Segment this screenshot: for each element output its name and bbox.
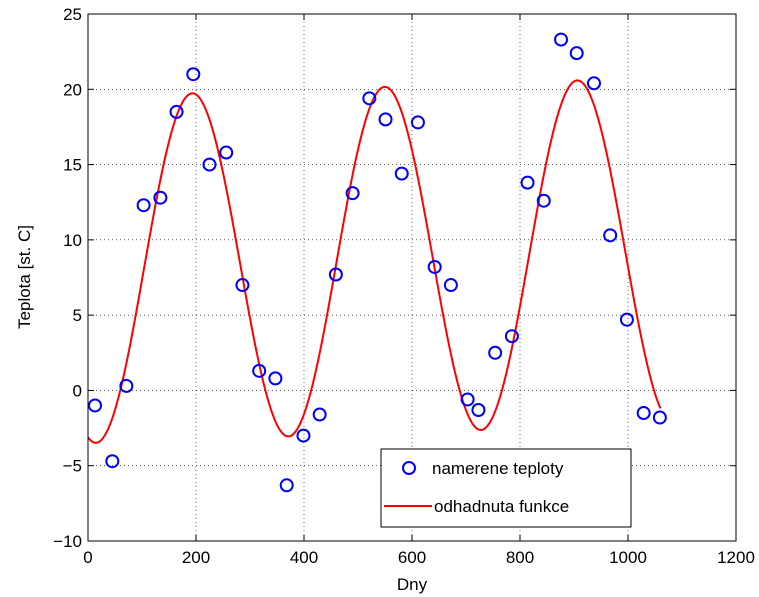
data-point-marker — [153, 190, 168, 205]
data-point-marker — [378, 112, 393, 127]
fitted-curve-layer — [87, 79, 662, 444]
legend-label-measured: namerene teploty — [432, 459, 564, 478]
data-point-marker — [169, 104, 184, 119]
y-tick-label: 0 — [73, 381, 82, 400]
data-point-marker — [235, 278, 250, 293]
x-tick-label: 200 — [182, 548, 210, 567]
x-tick-label: 1200 — [717, 548, 755, 567]
x-tick-label: 800 — [506, 548, 534, 567]
data-point-marker — [312, 407, 327, 422]
data-point-marker — [328, 267, 343, 282]
data-point-marker — [520, 175, 535, 190]
plot-frame — [87, 13, 737, 542]
data-point-marker — [362, 91, 377, 106]
data-point-marker — [136, 198, 151, 213]
y-tick-labels: −10 −5 0 5 10 15 20 25 — [53, 5, 82, 551]
x-tick-labels: 0 200 400 600 800 1000 1200 — [83, 548, 755, 567]
data-point-marker — [296, 428, 311, 443]
data-point-marker — [219, 145, 234, 160]
data-point-marker — [345, 186, 360, 201]
legend-marker-icon — [402, 461, 416, 475]
data-point-marker — [460, 392, 475, 407]
data-point-marker — [410, 115, 425, 130]
x-tick-label: 600 — [398, 548, 426, 567]
measured-points-layer — [88, 32, 667, 493]
data-point-marker — [636, 406, 651, 421]
x-tick-label: 400 — [290, 548, 318, 567]
grid — [88, 14, 736, 541]
data-point-marker — [394, 166, 409, 181]
data-point-marker — [186, 67, 201, 82]
data-point-marker — [443, 278, 458, 293]
data-point-marker — [105, 454, 120, 469]
data-point-marker — [504, 329, 519, 344]
data-point-marker — [652, 410, 667, 425]
data-point-marker — [569, 46, 584, 61]
y-tick-label: 20 — [63, 80, 82, 99]
data-point-marker — [119, 378, 134, 393]
x-axis-label: Dny — [397, 575, 428, 594]
y-tick-label: 5 — [73, 306, 82, 325]
data-point-marker — [202, 157, 217, 172]
y-tick-label: 15 — [63, 156, 82, 175]
data-point-marker — [619, 312, 634, 327]
fitted-curve-line — [87, 79, 662, 444]
legend: namerene teploty odhadnuta funkce — [380, 448, 632, 528]
data-point-marker — [279, 478, 294, 493]
data-point-marker — [603, 228, 618, 243]
x-tick-label: 1000 — [609, 548, 647, 567]
y-tick-label: 25 — [63, 5, 82, 24]
legend-label-fitted: odhadnuta funkce — [434, 497, 569, 516]
legend-box — [380, 448, 632, 528]
data-point-marker — [427, 259, 442, 274]
data-point-marker — [586, 76, 601, 91]
data-point-marker — [88, 398, 103, 413]
y-tick-label: 10 — [63, 231, 82, 250]
y-tick-label: −5 — [63, 457, 82, 476]
data-point-marker — [471, 403, 486, 418]
y-axis-label: Teplota [st. C] — [15, 225, 34, 329]
data-point-marker — [536, 193, 551, 208]
data-point-marker — [488, 345, 503, 360]
data-point-marker — [268, 371, 283, 386]
y-tick-label: −10 — [53, 532, 82, 551]
x-tick-label: 0 — [83, 548, 92, 567]
data-point-marker — [252, 363, 267, 378]
data-point-marker — [554, 32, 569, 47]
